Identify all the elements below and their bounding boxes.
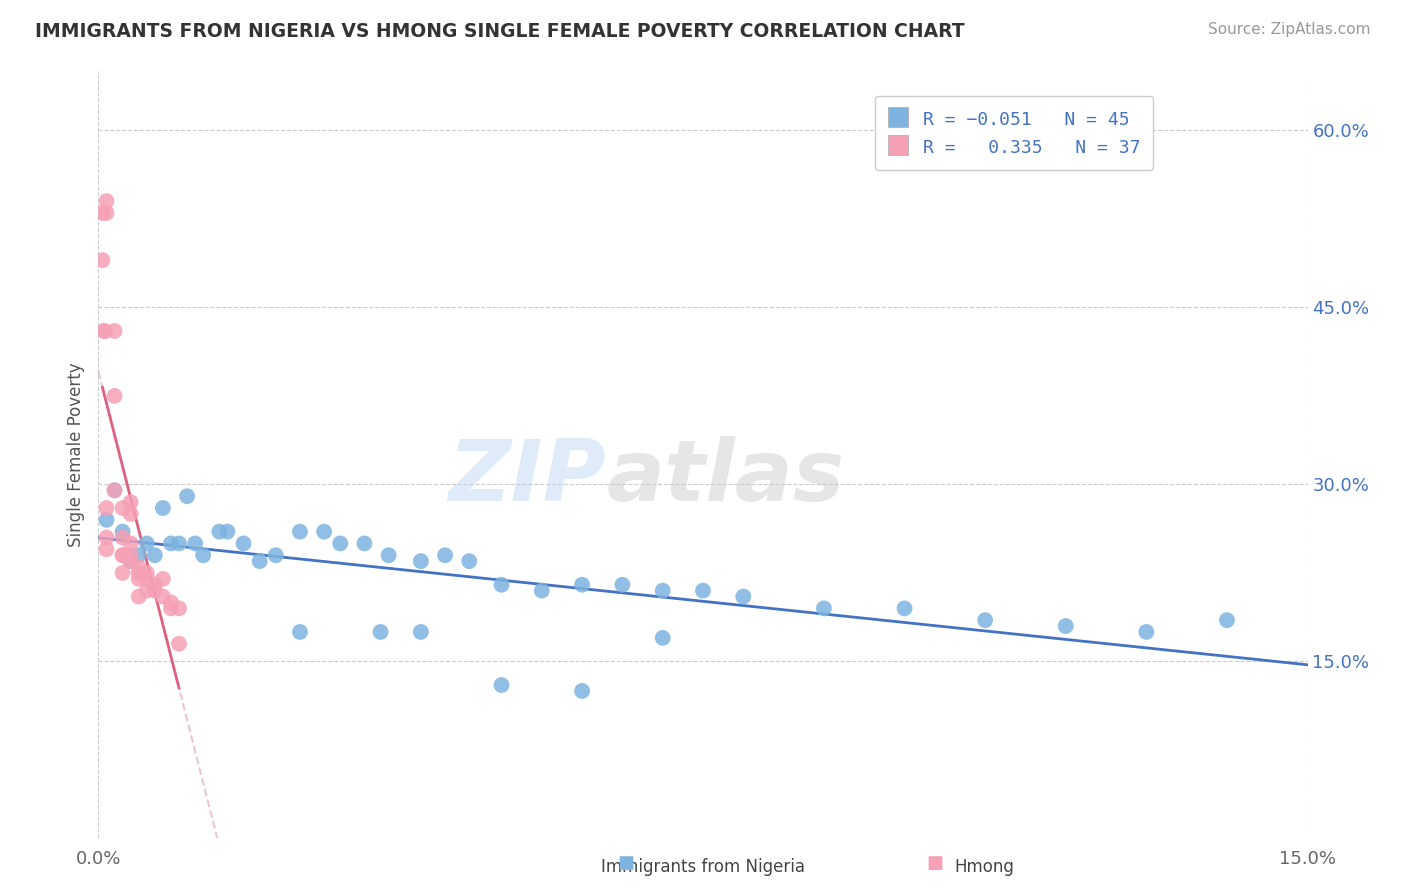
Point (377, 548, 399, 562)
Point (111, 524, 134, 539)
Point (143, 578, 166, 592)
Text: ■: ■ (927, 855, 943, 872)
Point (288, 624, 311, 639)
Point (434, 548, 457, 562)
Point (167, 637, 190, 651)
Point (176, 489, 198, 503)
Point (160, 536, 183, 550)
Point (329, 536, 352, 550)
Y-axis label: Single Female Poverty: Single Female Poverty (66, 363, 84, 547)
Point (120, 554, 142, 568)
Text: atlas: atlas (606, 436, 845, 519)
Point (103, 483, 125, 498)
Legend: R = −0.051   N = 45, R =   0.335   N = 37: R = −0.051 N = 45, R = 0.335 N = 37 (875, 95, 1153, 170)
Point (692, 583, 714, 598)
Point (264, 548, 287, 562)
Point (733, 590, 755, 604)
Point (143, 583, 166, 598)
Point (135, 536, 157, 550)
Point (152, 590, 174, 604)
Point (370, 624, 392, 639)
Point (103, 389, 125, 403)
Point (96, 501, 118, 516)
Point (135, 583, 157, 598)
Point (96, 531, 118, 545)
Point (120, 507, 142, 521)
Point (571, 578, 593, 592)
Point (314, 524, 336, 539)
Point (152, 501, 174, 516)
Text: Immigrants from Nigeria: Immigrants from Nigeria (600, 858, 806, 876)
Point (120, 536, 142, 550)
Point (96, 542, 118, 557)
Point (111, 501, 134, 516)
Point (571, 684, 593, 698)
Point (232, 536, 254, 550)
Text: ■: ■ (617, 855, 634, 872)
Text: Source: ZipAtlas.com: Source: ZipAtlas.com (1208, 22, 1371, 37)
Point (893, 601, 915, 615)
Point (103, 324, 125, 338)
Point (96, 206, 118, 220)
Point (612, 578, 634, 592)
Point (974, 613, 997, 627)
Point (93, 324, 115, 338)
Point (120, 554, 142, 568)
Point (1135, 624, 1157, 639)
Point (208, 524, 231, 539)
Text: ZIP: ZIP (449, 436, 606, 519)
Point (193, 548, 215, 562)
Point (353, 536, 375, 550)
Point (491, 578, 513, 592)
Point (111, 548, 134, 562)
Point (91, 206, 114, 220)
Point (167, 536, 190, 550)
Point (103, 483, 125, 498)
Point (288, 524, 311, 539)
Point (409, 554, 432, 568)
Point (120, 495, 142, 509)
Point (184, 536, 207, 550)
Point (152, 572, 174, 586)
Point (813, 601, 835, 615)
Point (458, 554, 481, 568)
Point (111, 531, 134, 545)
Point (111, 548, 134, 562)
Point (651, 631, 673, 645)
Point (249, 554, 271, 568)
Point (217, 524, 239, 539)
Text: Hmong: Hmong (955, 858, 1014, 876)
Point (143, 548, 166, 562)
Point (135, 566, 157, 580)
Point (128, 560, 150, 574)
Point (96, 513, 118, 527)
Point (128, 572, 150, 586)
Point (1054, 619, 1077, 633)
Point (128, 590, 150, 604)
Text: IMMIGRANTS FROM NIGERIA VS HMONG SINGLE FEMALE POVERTY CORRELATION CHART: IMMIGRANTS FROM NIGERIA VS HMONG SINGLE … (35, 22, 965, 41)
Point (160, 601, 183, 615)
Point (111, 566, 134, 580)
Point (530, 583, 553, 598)
Point (1216, 613, 1239, 627)
Point (128, 548, 150, 562)
Point (96, 194, 118, 209)
Point (160, 595, 183, 609)
Point (409, 624, 432, 639)
Point (128, 566, 150, 580)
Point (120, 548, 142, 562)
Point (91, 253, 114, 268)
Point (135, 572, 157, 586)
Point (167, 601, 190, 615)
Point (491, 678, 513, 692)
Point (94, 324, 117, 338)
Point (651, 583, 673, 598)
